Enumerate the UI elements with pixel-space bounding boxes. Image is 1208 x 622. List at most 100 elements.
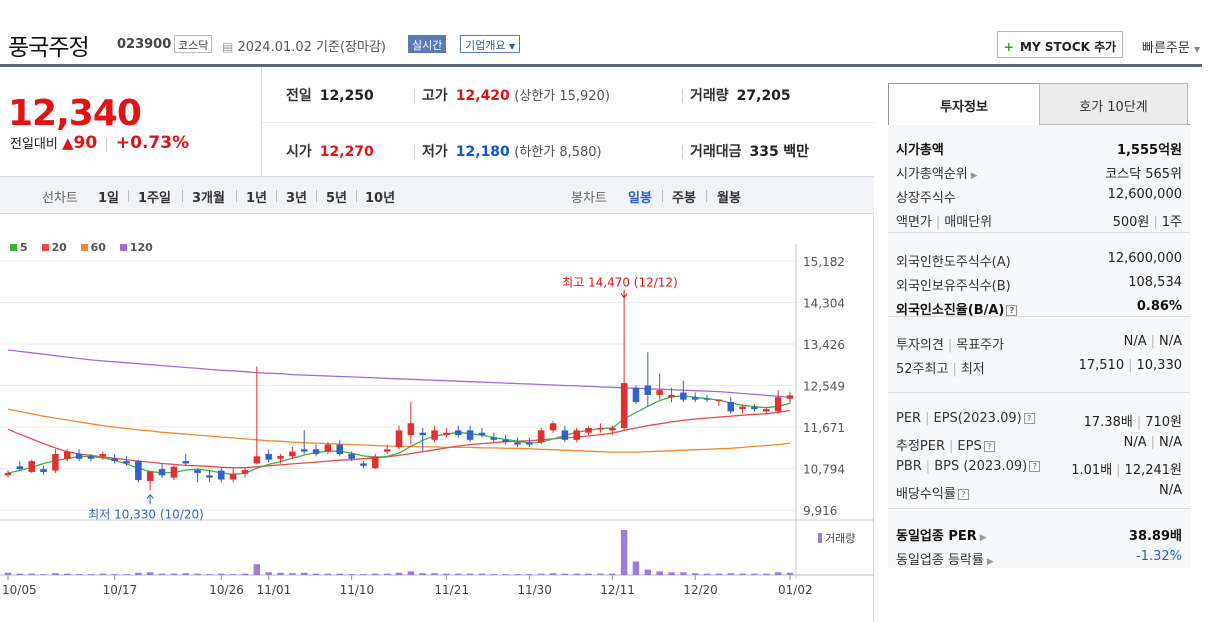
divider bbox=[182, 190, 183, 202]
divider bbox=[276, 190, 277, 202]
candle-body bbox=[229, 473, 237, 480]
candle-body bbox=[218, 470, 225, 480]
candle-body bbox=[123, 461, 130, 464]
pbr-label: PBR bbox=[896, 459, 922, 474]
face-label: 액면가 bbox=[896, 215, 932, 230]
invest-tabs: 투자정보 호가 10단계 bbox=[888, 83, 1190, 126]
line-chart-label: 선차트 bbox=[42, 191, 78, 206]
market-cap-rank-value: 코스닥 565위 bbox=[1105, 167, 1182, 182]
quick-order-label: 빠른주문 bbox=[1142, 41, 1190, 56]
volume-bar bbox=[561, 573, 569, 575]
candle-body bbox=[774, 397, 782, 412]
help-icon[interactable]: ? bbox=[983, 441, 995, 452]
sector-rate-value: -1.32% bbox=[1136, 549, 1182, 564]
trade-amount: 거래대금 335 백만 bbox=[690, 141, 809, 161]
candle-body bbox=[585, 428, 592, 433]
period-3m[interactable]: 3개월 bbox=[192, 191, 225, 206]
volume-bar bbox=[786, 572, 794, 575]
period-1y[interactable]: 1년 bbox=[246, 191, 268, 206]
period-5y[interactable]: 5년 bbox=[326, 191, 348, 206]
target-label: 목표주가 bbox=[956, 338, 1005, 353]
invest-info-body: 시가총액 1,555억원 시가총액순위 ▶ 코스닥 565위 상장주식수 12,6… bbox=[888, 125, 1190, 568]
help-icon[interactable]: ? bbox=[1029, 461, 1041, 472]
low-arrow-head bbox=[146, 493, 154, 499]
w52-low-value: 10,330 bbox=[1136, 358, 1183, 373]
help-icon[interactable]: ? bbox=[1023, 413, 1035, 424]
row-pbr: PBR | BPS (2023.09)? 1.01배 | 12,241원 bbox=[896, 459, 1182, 479]
candle-body bbox=[4, 472, 12, 476]
bps-label: BPS (2023.09) bbox=[934, 459, 1028, 474]
market-cap-rank-label[interactable]: 시가총액순위 ▶ bbox=[896, 163, 978, 182]
volume-bar bbox=[490, 574, 498, 575]
candle-body bbox=[324, 444, 332, 452]
x-tick-label: 11/01 bbox=[257, 583, 292, 597]
y-tick-label: 15,182 bbox=[803, 255, 845, 269]
row-sector-per: 동일업종 PER ▶ 38.89배 bbox=[896, 525, 1182, 545]
calendar-icon: ▤ bbox=[222, 40, 234, 54]
row-market-cap: 시가총액 1,555억원 bbox=[896, 139, 1182, 159]
candle-body bbox=[786, 395, 794, 399]
divider bbox=[356, 190, 357, 202]
volume-bar bbox=[111, 574, 118, 575]
foreign-limit-value: 12,600,000 bbox=[1107, 251, 1182, 266]
candle-body bbox=[620, 383, 628, 429]
volume-bar bbox=[585, 573, 592, 575]
change-amount: 90 bbox=[73, 133, 98, 153]
y-tick-label: 14,304 bbox=[803, 297, 845, 311]
candle-monthly[interactable]: 월봉 bbox=[717, 191, 741, 206]
period-10y[interactable]: 10년 bbox=[365, 191, 396, 206]
volume-bar bbox=[703, 573, 711, 575]
company-info-dropdown[interactable]: 기업개요 ▼ bbox=[460, 35, 521, 53]
help-icon[interactable]: ? bbox=[957, 489, 969, 500]
divider bbox=[682, 145, 683, 159]
candle-body bbox=[241, 470, 249, 474]
amount-value: 335 bbox=[749, 144, 779, 160]
volume-bar bbox=[383, 573, 391, 575]
quick-order-dropdown[interactable]: 빠른주문 ▼ bbox=[1142, 37, 1200, 56]
prev-value: 12,250 bbox=[319, 88, 374, 104]
help-icon[interactable]: ? bbox=[1006, 305, 1018, 316]
market-badge: 코스닥 bbox=[174, 35, 213, 53]
open-value: 12,270 bbox=[319, 144, 374, 160]
candle-body bbox=[549, 423, 557, 431]
legend-swatch bbox=[41, 244, 49, 251]
group-sector: 동일업종 PER ▶ 38.89배 동일업종 등락률 ▶ -1.32% bbox=[888, 509, 1190, 568]
candle-body bbox=[253, 456, 261, 464]
my-stock-add-button[interactable]: + MY STOCK 추가 bbox=[997, 31, 1123, 58]
volume-bar bbox=[87, 574, 95, 575]
tab-order-book[interactable]: 호가 10단계 bbox=[1039, 83, 1188, 125]
period-1d[interactable]: 1일 bbox=[98, 191, 120, 206]
volume-bar bbox=[680, 572, 687, 575]
candle-weekly[interactable]: 주봉 bbox=[672, 191, 696, 206]
sector-per-label[interactable]: 동일업종 PER ▶ bbox=[896, 525, 987, 544]
volume-legend-swatch bbox=[818, 533, 822, 543]
prev-close: 전일 12,250 bbox=[286, 85, 374, 105]
candle-body bbox=[763, 409, 770, 412]
x-tick-label: 11/21 bbox=[434, 583, 469, 597]
plus-icon: + bbox=[1003, 40, 1014, 54]
candle-body bbox=[336, 444, 344, 455]
stock-chart[interactable]: 5 20 60 120 15,182 14,304 13,426 12,549 11,6… bbox=[0, 214, 874, 622]
w52-high-value: 17,510 bbox=[1078, 358, 1125, 373]
row-foreign-rate: 외국인소진율(B/A)? 0.86% bbox=[896, 299, 1182, 319]
legend-ma60: 60 bbox=[80, 241, 106, 254]
pbr-value: 1.01배 bbox=[1071, 463, 1113, 478]
period-1w[interactable]: 1주일 bbox=[138, 191, 171, 206]
candle-body bbox=[372, 456, 379, 469]
realtime-button[interactable]: 실시간 bbox=[408, 35, 447, 53]
volume-bar bbox=[395, 572, 403, 575]
candle-body bbox=[573, 430, 580, 440]
candle-body bbox=[751, 406, 758, 410]
candle-body bbox=[52, 454, 59, 471]
volume-bar bbox=[727, 573, 735, 575]
candle-daily[interactable]: 일봉 bbox=[628, 191, 652, 206]
divider bbox=[706, 190, 707, 202]
candle-body bbox=[194, 470, 201, 473]
foreign-rate-value: 0.86% bbox=[1136, 299, 1182, 314]
tab-invest-info[interactable]: 투자정보 bbox=[888, 83, 1040, 126]
sector-rate-label[interactable]: 동일업종 등락률 ▶ bbox=[896, 549, 994, 568]
volume-bar bbox=[774, 572, 782, 575]
legend-ma120: 120 bbox=[119, 241, 153, 254]
volume-bar bbox=[16, 573, 24, 575]
period-3y[interactable]: 3년 bbox=[286, 191, 308, 206]
